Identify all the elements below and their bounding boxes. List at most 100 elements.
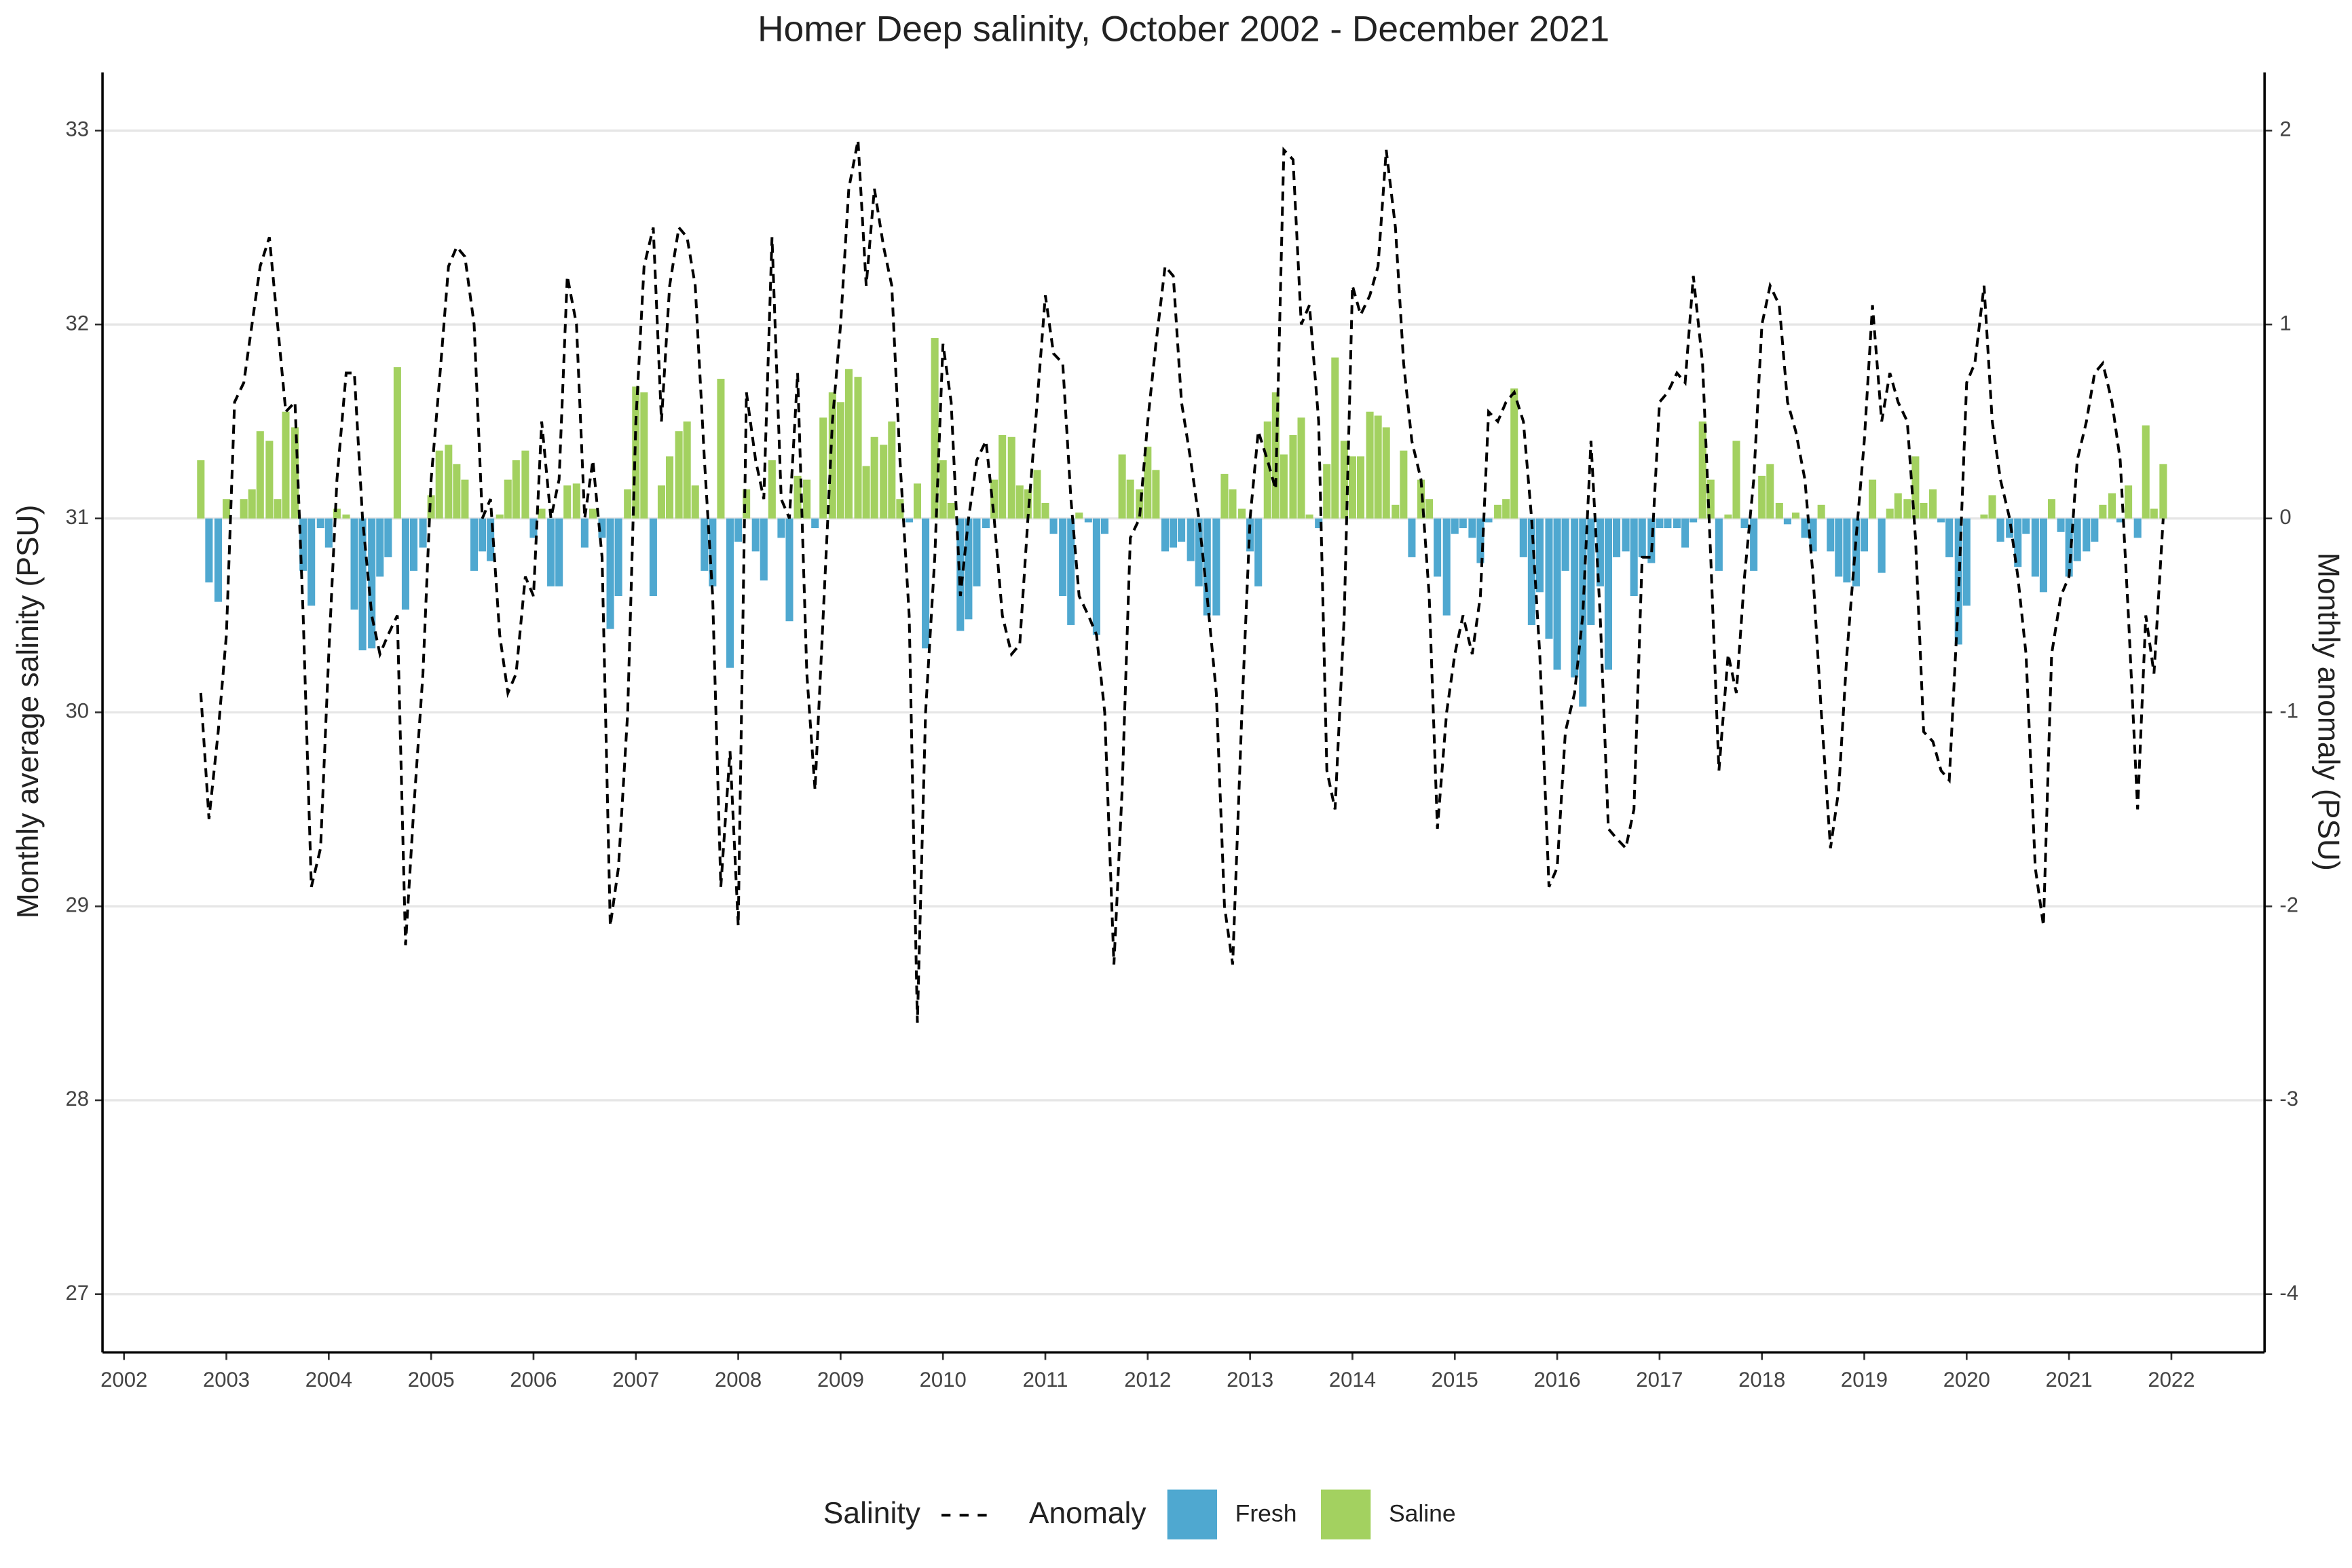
bar bbox=[1289, 434, 1297, 519]
bar bbox=[836, 402, 844, 519]
bar bbox=[1229, 489, 1237, 519]
bar bbox=[2022, 518, 2030, 534]
bar bbox=[1843, 518, 1851, 583]
bar bbox=[1280, 454, 1288, 519]
bar bbox=[1382, 427, 1390, 519]
bar bbox=[2108, 493, 2116, 519]
y2-tick-label: -2 bbox=[2279, 893, 2298, 916]
bar bbox=[299, 518, 307, 571]
bar bbox=[1690, 518, 1698, 523]
bar bbox=[529, 518, 538, 538]
bar bbox=[1929, 489, 1937, 519]
legend-swatch bbox=[1320, 1489, 1371, 1539]
x-tick-label: 2022 bbox=[2148, 1368, 2195, 1392]
bar bbox=[1059, 518, 1067, 597]
bar bbox=[1510, 388, 1518, 519]
bar bbox=[1476, 518, 1485, 563]
bar bbox=[1161, 518, 1169, 552]
bar bbox=[785, 518, 794, 622]
bar bbox=[811, 518, 819, 529]
bar bbox=[572, 483, 580, 519]
bar bbox=[521, 450, 529, 519]
bar bbox=[1758, 475, 1766, 519]
y-tick-label: 31 bbox=[65, 505, 89, 529]
bar bbox=[1015, 485, 1024, 519]
bar bbox=[1519, 518, 1527, 557]
bar bbox=[649, 518, 657, 597]
bar bbox=[973, 518, 981, 586]
bar bbox=[794, 475, 802, 519]
bar bbox=[1195, 518, 1203, 586]
x-tick-label: 2007 bbox=[612, 1368, 659, 1392]
x-tick-label: 2010 bbox=[920, 1368, 967, 1392]
x-tick-label: 2011 bbox=[1023, 1368, 1068, 1392]
bar bbox=[1579, 518, 1587, 707]
bar bbox=[256, 431, 264, 519]
x-tick-label: 2005 bbox=[408, 1368, 455, 1392]
bar bbox=[2133, 518, 2142, 538]
bar bbox=[580, 518, 589, 548]
bar bbox=[691, 485, 699, 519]
bar bbox=[1169, 518, 1178, 548]
bar bbox=[777, 518, 785, 538]
bar bbox=[598, 518, 606, 538]
bar bbox=[1084, 518, 1092, 523]
bar bbox=[819, 417, 827, 519]
bar bbox=[1945, 518, 1954, 557]
bar bbox=[1766, 464, 1774, 519]
bar bbox=[990, 479, 998, 519]
bar bbox=[1075, 512, 1083, 519]
bar bbox=[2142, 425, 2150, 519]
bar bbox=[1315, 518, 1323, 529]
bar bbox=[1664, 518, 1672, 529]
bar bbox=[2125, 485, 2133, 519]
bar bbox=[1451, 518, 1459, 534]
bar bbox=[1715, 518, 1723, 571]
bar bbox=[1740, 518, 1749, 529]
bar bbox=[1886, 508, 1894, 519]
bar bbox=[555, 518, 563, 586]
bar bbox=[2014, 518, 2022, 567]
bar bbox=[751, 518, 760, 552]
bar bbox=[496, 515, 504, 519]
bar bbox=[905, 518, 913, 523]
legend-swatch bbox=[1167, 1489, 1218, 1539]
bar bbox=[393, 367, 401, 519]
y-tick-label: 28 bbox=[65, 1087, 89, 1110]
bar bbox=[563, 485, 572, 519]
bar bbox=[2057, 518, 2065, 532]
bar bbox=[350, 518, 358, 610]
bar bbox=[888, 421, 896, 519]
bar bbox=[265, 441, 274, 519]
bar bbox=[1647, 518, 1656, 563]
bar bbox=[1869, 479, 1877, 519]
bar bbox=[870, 436, 878, 519]
bar bbox=[1220, 474, 1229, 519]
bar bbox=[1698, 421, 1706, 519]
bar bbox=[445, 445, 453, 519]
legend-label: Saline bbox=[1389, 1500, 1456, 1527]
x-tick-label: 2014 bbox=[1329, 1368, 1376, 1392]
bar bbox=[1331, 357, 1339, 519]
bar bbox=[743, 489, 751, 519]
bar bbox=[1596, 518, 1604, 586]
bar bbox=[1425, 499, 1434, 519]
bar bbox=[307, 518, 316, 606]
bar bbox=[1203, 518, 1211, 616]
bar bbox=[1903, 499, 1911, 519]
bar bbox=[487, 518, 495, 561]
bar bbox=[709, 518, 717, 586]
bar bbox=[768, 460, 776, 519]
bar bbox=[1442, 518, 1451, 616]
bar bbox=[1988, 495, 1996, 519]
bar bbox=[205, 518, 213, 583]
bar bbox=[214, 518, 222, 602]
bar bbox=[1126, 479, 1134, 519]
bar bbox=[1118, 454, 1126, 519]
bar bbox=[939, 460, 947, 519]
bar bbox=[666, 456, 674, 519]
x-tick-label: 2017 bbox=[1636, 1368, 1683, 1392]
bar bbox=[1835, 518, 1843, 577]
x-tick-label: 2002 bbox=[100, 1368, 147, 1392]
y2-axis-title: Monthly anomaly (PSU) bbox=[2312, 553, 2345, 871]
